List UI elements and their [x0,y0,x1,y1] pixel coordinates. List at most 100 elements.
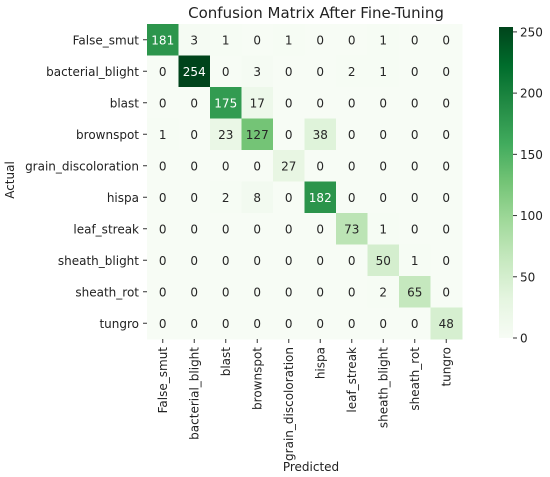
cell-value-label: 0 [285,128,293,142]
cell-value-label: 0 [285,285,293,299]
cell-value-label: 2 [222,191,230,205]
cell-value-label: 0 [411,33,419,47]
heatmap-cell [273,150,305,182]
cell-value-label: 0 [159,159,167,173]
colorbar-tick-label: 100 [520,209,543,223]
cell-value-label: 0 [190,96,198,110]
cell-value-label: 0 [159,285,167,299]
heatmap-cell [241,244,274,277]
cell-value-label: 0 [316,33,324,47]
heatmap-cell [399,307,431,340]
row-tick-label: sheath_blight [58,254,139,268]
cell-value-label: 254 [183,65,206,79]
cell-value-label: 0 [348,191,356,205]
heatmap-cell [336,213,368,245]
cell-value-label: 2 [379,285,387,299]
heatmap-cell [147,213,179,245]
heatmap-cell [399,24,431,56]
cell-value-label: 0 [190,159,198,173]
cell-value-label: 0 [411,222,419,236]
heatmap-cell [178,150,211,182]
heatmap-cell [241,276,274,308]
column-tick-label: leaf_streak [345,347,359,413]
row-tick-label: grain_discoloration [25,159,139,173]
heatmap-cell [399,55,431,88]
cell-value-label: 0 [316,222,324,236]
heatmap-cell [241,118,274,151]
cell-value-label: 50 [376,254,391,268]
cell-value-label: 0 [442,254,450,268]
heatmap-cell [147,307,179,340]
heatmap-cell [147,55,179,88]
heatmap-cell [430,55,463,88]
heatmap-cell [430,244,463,277]
cell-value-label: 0 [411,191,419,205]
cell-value-label: 0 [411,128,419,142]
heatmap-cell [304,276,337,308]
cell-value-label: 27 [281,159,296,173]
heatmap-cell [273,118,305,151]
heatmap-cell [367,118,400,151]
heatmap-cell [147,181,179,214]
cell-value-label: 0 [348,96,356,110]
heatmap-cell [304,307,337,340]
cell-value-label: 0 [190,191,198,205]
cell-value-label: 17 [250,96,265,110]
cell-value-label: 1 [222,33,230,47]
heatmap-cell [367,24,400,56]
cell-value-label: 0 [411,317,419,331]
cell-value-label: 0 [411,96,419,110]
heatmap-cell [147,244,179,277]
heatmap-cell [178,24,211,56]
cell-value-label: 1 [379,33,387,47]
cell-value-label: 0 [442,191,450,205]
column-tick-label: bacterial_blight [187,347,201,440]
cell-value-label: 182 [309,191,332,205]
cell-value-label: 0 [222,65,230,79]
heatmap-cell [210,213,242,245]
cell-value-label: 0 [348,33,356,47]
cell-value-label: 0 [159,96,167,110]
row-tick-label: sheath_rot [75,285,139,299]
cell-value-label: 0 [285,96,293,110]
heatmap-cell [336,55,368,88]
heatmap-cell [304,118,337,151]
heatmap-cell [399,118,431,151]
cell-value-label: 0 [253,285,261,299]
cell-value-label: 0 [159,65,167,79]
cell-value-label: 0 [222,285,230,299]
heatmap-cell [399,181,431,214]
heatmap-cell [336,181,368,214]
heatmap-cell [399,87,431,119]
column-tick-label: grain_discoloration [282,347,296,461]
heatmap-cells [147,24,463,340]
cell-value-label: 0 [442,222,450,236]
cell-value-label: 0 [253,222,261,236]
cell-value-label: 0 [222,317,230,331]
heatmap-cell [304,181,337,214]
cell-value-label: 0 [379,317,387,331]
cell-value-label: 0 [348,285,356,299]
heatmap-cell [430,150,463,182]
column-tick-label: hispa [313,347,327,379]
column-tick-label: sheath_rot [408,347,422,411]
cell-value-label: 0 [379,128,387,142]
row-tick-label: False_smut [73,33,140,47]
colorbar-tick-label: 250 [520,25,543,39]
heatmap-cell [367,213,400,245]
cell-value-label: 48 [439,317,454,331]
cell-value-label: 0 [222,159,230,173]
cell-value-label: 0 [285,317,293,331]
cell-value-label: 0 [285,222,293,236]
column-tick-label: tungro [439,347,453,387]
heatmap-cell [367,307,400,340]
cell-value-label: 0 [222,254,230,268]
colorbar-ticks: 0 50 100 150 200 250 [513,25,543,346]
cell-value-label: 1 [411,254,419,268]
heatmap-cell [178,213,211,245]
row-tick-label: leaf_streak [73,222,139,236]
colorbar-tick-label: 200 [520,87,543,101]
cell-value-label: 0 [442,65,450,79]
heatmap-cell [336,244,368,277]
